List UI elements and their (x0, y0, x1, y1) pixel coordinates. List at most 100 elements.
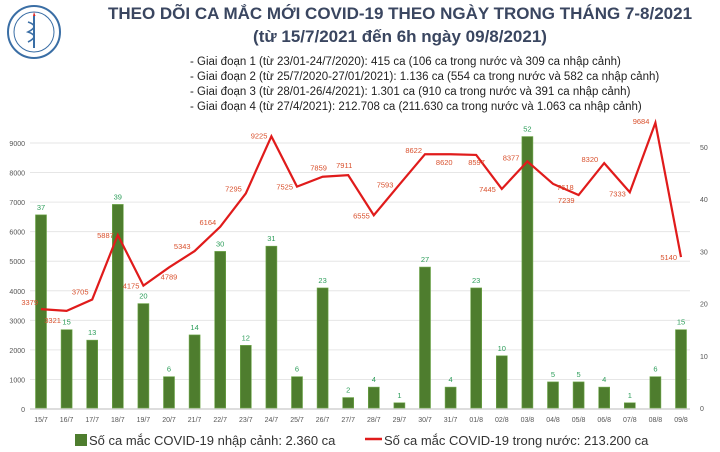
note-phase-4: - Giai đoạn 4 (từ 27/4/2021): 212.708 ca… (190, 101, 642, 113)
bar-02/8 (495, 355, 508, 409)
line-data-label: 5140 (660, 253, 677, 262)
line-data-label: 7295 (225, 184, 242, 193)
left-tick-label: 3000 (9, 318, 25, 325)
left-tick-label: 6000 (9, 230, 25, 237)
bar-data-label: 23 (472, 276, 480, 285)
bar-31/7 (444, 386, 457, 409)
x-tick-label: 17/7 (85, 417, 99, 424)
x-tick-label: 09/8 (674, 417, 688, 424)
bar-17/7 (86, 339, 98, 409)
bar-19/7 (137, 303, 150, 409)
right-tick-label: 10 (700, 354, 708, 361)
bar-28/7 (367, 386, 380, 409)
right-tick-label: 20 (700, 302, 708, 309)
bar-data-label: 1 (628, 391, 632, 400)
left-tick-label: 4000 (9, 289, 25, 296)
chart-title: THEO DÕI CA MẮC MỚI COVID-19 THEO NGÀY T… (107, 4, 693, 23)
left-tick-label: 0 (21, 407, 25, 414)
bar-22/7 (214, 251, 226, 409)
x-tick-label: 15/7 (34, 417, 48, 424)
x-tick-label: 20/7 (162, 417, 176, 424)
left-tick-label: 9000 (9, 141, 25, 148)
line-data-label: 6164 (200, 218, 217, 227)
ministry-of-health-logo (7, 5, 61, 59)
left-tick-label: 7000 (9, 200, 25, 207)
line-data-label: 7525 (276, 183, 293, 192)
line-data-label: 5343 (174, 242, 191, 251)
bar-data-label: 31 (267, 234, 275, 243)
bar-08/8 (649, 376, 662, 409)
bar-25/7 (291, 376, 303, 409)
domestic-cases-line (40, 118, 683, 312)
x-tick-label: 06/8 (597, 417, 611, 424)
x-tick-label: 02/8 (495, 417, 509, 424)
bar-data-label: 30 (216, 239, 224, 248)
left-tick-label: 8000 (9, 171, 25, 178)
x-tick-label: 04/8 (546, 417, 560, 424)
bar-data-label: 15 (677, 318, 685, 327)
right-tick-label: 40 (700, 197, 708, 204)
legend: Số ca mắc COVID-19 nhập cảnh: 2.360 ca S… (75, 433, 649, 448)
bar-30/7 (419, 266, 431, 409)
bar-05/8 (572, 381, 585, 409)
bar-16/7 (60, 329, 73, 409)
line-data-label: 4175 (123, 282, 140, 291)
line-data-label: 9225 (251, 131, 268, 140)
bar-09/8 (675, 329, 687, 409)
bar-data-label: 52 (523, 125, 531, 134)
bar-07/8 (623, 402, 636, 409)
line-data-label: 7618 (557, 183, 574, 192)
x-tick-label: 26/7 (316, 417, 330, 424)
bar-06/8 (598, 386, 611, 409)
bar-data-label: 4 (372, 375, 376, 384)
bar-data-label: 12 (242, 333, 250, 342)
x-tick-label: 25/7 (290, 417, 304, 424)
line-data-label: 7911 (336, 161, 352, 170)
bar-data-label: 1 (397, 391, 401, 400)
line-data-label: 6555 (353, 211, 370, 220)
x-tick-label: 31/7 (444, 417, 458, 424)
x-tick-label: 29/7 (393, 417, 407, 424)
bar-data-label: 39 (114, 192, 122, 201)
x-tick-label: 03/8 (521, 417, 535, 424)
line-data-label: 3379 (21, 298, 38, 307)
x-tick-label: 28/7 (367, 417, 381, 424)
line-data-label: 5887 (97, 231, 114, 240)
line-data-label: 9684 (633, 117, 650, 126)
bar-18/7 (112, 204, 124, 409)
bar-23/7 (240, 345, 252, 409)
line-data-label: 3705 (72, 287, 89, 296)
bar-data-label: 15 (62, 318, 70, 327)
bar-data-label: 2 (346, 386, 350, 395)
x-tick-label: 08/8 (649, 417, 663, 424)
note-phase-2: - Giai đoạn 2 (từ 25/7/2020-27/01/2021):… (190, 71, 660, 83)
line-data-label: 7859 (310, 164, 327, 173)
left-tick-label: 2000 (9, 348, 25, 355)
bar-26/7 (316, 287, 329, 409)
x-tick-label: 30/7 (418, 417, 432, 424)
x-tick-label: 16/7 (60, 417, 74, 424)
x-tick-label: 21/7 (188, 417, 202, 424)
line-data-label: 7593 (377, 181, 394, 190)
phase-notes: - Giai đoạn 1 (từ 23/01-24/7/2020): 415 … (190, 55, 659, 115)
x-tick-label: 05/8 (572, 417, 586, 424)
x-tick-label: 24/7 (265, 417, 279, 424)
bar-24/7 (265, 245, 278, 409)
line-data-label: 8620 (436, 158, 453, 167)
bar-15/7 (35, 214, 47, 409)
legend-bar-label: Số ca mắc COVID-19 nhập cảnh: 2.360 ca (89, 433, 336, 448)
x-tick-label: 19/7 (137, 417, 151, 424)
bar-data-label: 27 (421, 255, 429, 264)
x-tick-label: 27/7 (341, 417, 355, 424)
legend-bar-swatch (75, 434, 87, 446)
note-phase-1: - Giai đoạn 1 (từ 23/01-24/7/2020): 415 … (190, 56, 621, 68)
x-tick-label: 07/8 (623, 417, 637, 424)
bar-21/7 (188, 334, 201, 409)
line-data-label: 7239 (558, 196, 575, 205)
bar-01/8 (470, 287, 483, 409)
right-tick-label: 30 (700, 249, 708, 256)
bar-data-label: 14 (190, 323, 198, 332)
left-tick-label: 1000 (9, 377, 25, 384)
bar-data-label: 10 (498, 344, 506, 353)
